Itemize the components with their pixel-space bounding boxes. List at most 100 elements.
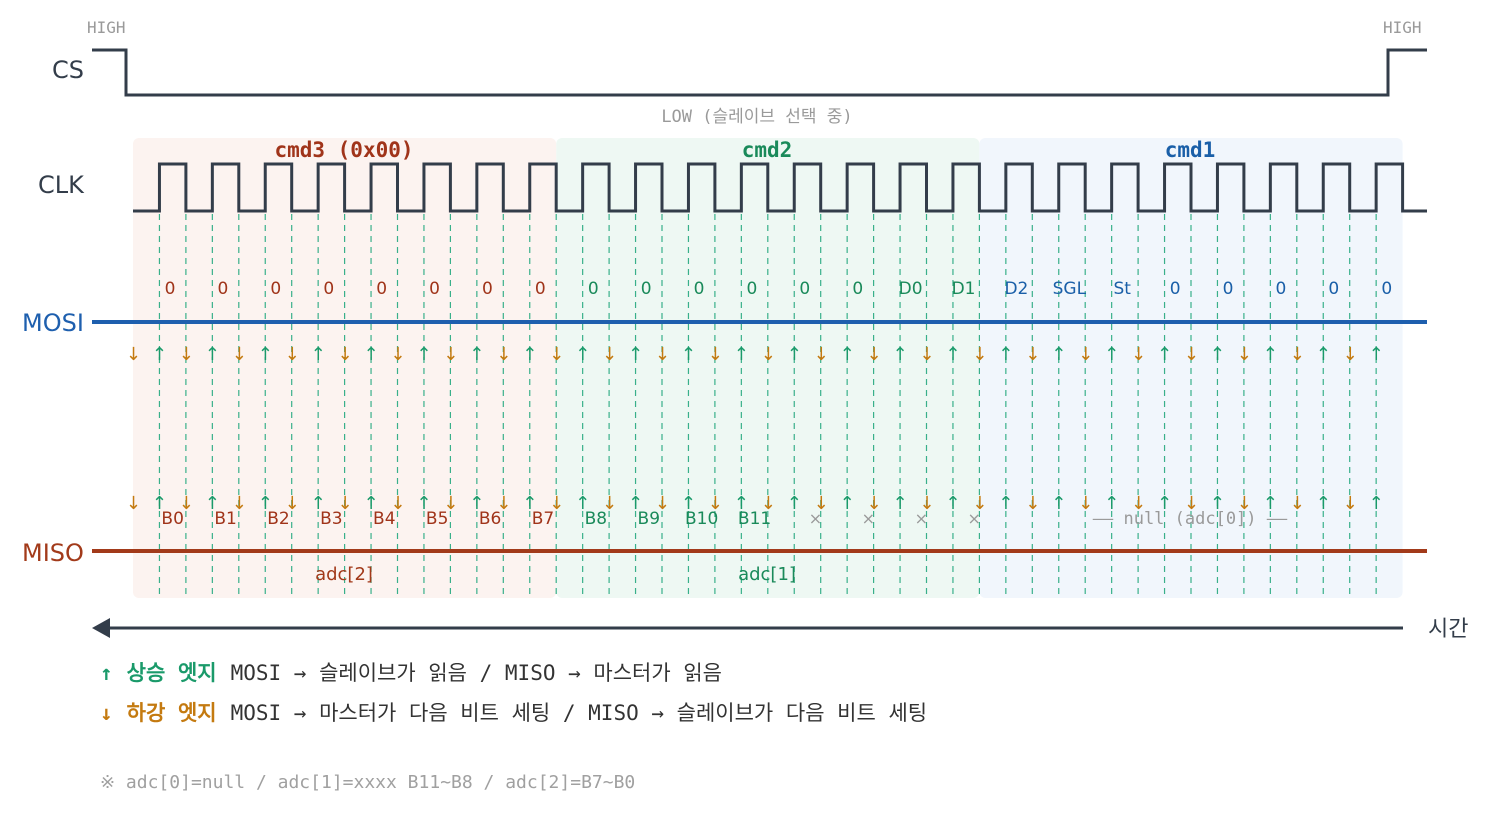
falling-arrow: ↓ xyxy=(443,493,458,514)
rising-arrow: ↑ xyxy=(945,493,960,514)
rising-edge-description: MOSI → 슬레이브가 읽음 / MISO → 마스터가 읽음 xyxy=(230,661,722,685)
falling-arrow-icon: ↓ xyxy=(100,701,113,725)
rising-arrow: ↑ xyxy=(152,344,167,365)
mosi-bit: 0 xyxy=(270,279,281,299)
falling-arrow: ↓ xyxy=(814,344,829,365)
falling-arrow: ↓ xyxy=(1025,493,1040,514)
rising-arrow: ↑ xyxy=(1263,493,1278,514)
rising-arrow: ↑ xyxy=(416,493,431,514)
miso-bit: × xyxy=(967,509,980,528)
falling-arrow: ↓ xyxy=(496,493,511,514)
mosi-bit: 0 xyxy=(641,279,652,299)
clk-label: CLK xyxy=(38,171,85,199)
falling-arrow: ↓ xyxy=(390,493,405,514)
rising-arrow: ↑ xyxy=(628,344,643,365)
mosi-bit: 0 xyxy=(323,279,334,299)
rising-arrow: ↑ xyxy=(734,493,749,514)
falling-arrow: ↓ xyxy=(919,493,934,514)
rising-arrow: ↑ xyxy=(205,344,220,365)
mosi-bit: St xyxy=(1113,279,1131,299)
rising-arrow: ↑ xyxy=(787,344,802,365)
rising-arrow: ↑ xyxy=(311,344,326,365)
rising-arrow: ↑ xyxy=(681,493,696,514)
mosi-bit: 0 xyxy=(588,279,599,299)
mosi-label: MOSI xyxy=(22,309,84,337)
falling-arrow: ↓ xyxy=(1343,344,1358,365)
rising-arrow: ↑ xyxy=(1051,493,1066,514)
falling-arrow: ↓ xyxy=(126,493,141,514)
miso-bit: × xyxy=(915,509,928,528)
falling-arrow: ↓ xyxy=(1343,493,1358,514)
mosi-bit: 0 xyxy=(799,279,810,299)
segment-title-cmd3: cmd3 (0x00) xyxy=(274,138,413,162)
rising-arrow: ↑ xyxy=(681,344,696,365)
falling-edge-title: 하강 엣지 xyxy=(126,701,217,725)
legend-falling-edge: ↓ 하강 엣지 MOSI → 마스터가 다음 비트 세팅 / MISO → 슬레이브… xyxy=(100,697,927,727)
rising-arrow: ↑ xyxy=(258,493,273,514)
rising-arrow: ↑ xyxy=(1104,344,1119,365)
miso-bit: × xyxy=(809,509,822,528)
falling-arrow: ↓ xyxy=(814,493,829,514)
falling-arrow: ↓ xyxy=(1237,344,1252,365)
falling-arrow: ↓ xyxy=(1078,344,1093,365)
rising-arrow: ↑ xyxy=(1104,493,1119,514)
miso-label: MISO xyxy=(22,539,84,567)
falling-arrow: ↓ xyxy=(1131,493,1146,514)
falling-arrow: ↓ xyxy=(285,344,300,365)
rising-arrow: ↑ xyxy=(840,344,855,365)
mosi-bit: 0 xyxy=(852,279,863,299)
rising-arrow: ↑ xyxy=(258,344,273,365)
rising-arrow: ↑ xyxy=(1263,344,1278,365)
mosi-bit: 0 xyxy=(747,279,758,299)
mosi-bit: 0 xyxy=(1223,279,1234,299)
rising-arrow: ↑ xyxy=(1316,493,1331,514)
rising-arrow: ↑ xyxy=(1157,493,1172,514)
falling-arrow: ↓ xyxy=(708,344,723,365)
mosi-bit: 0 xyxy=(694,279,705,299)
miso-bit: B0 xyxy=(161,509,183,529)
rising-arrow: ↑ xyxy=(734,344,749,365)
rising-arrow: ↑ xyxy=(152,493,167,514)
rising-arrow: ↑ xyxy=(575,493,590,514)
falling-arrow: ↓ xyxy=(126,344,141,365)
segment-title-cmd1: cmd1 xyxy=(1165,138,1216,162)
falling-arrow: ↓ xyxy=(867,344,882,365)
mosi-bit: 0 xyxy=(429,279,440,299)
rising-arrow: ↑ xyxy=(1210,344,1225,365)
miso-bit: B5 xyxy=(426,509,448,529)
rising-arrow: ↑ xyxy=(522,493,537,514)
falling-arrow: ↓ xyxy=(232,344,247,365)
miso-bit: B4 xyxy=(373,509,395,529)
falling-arrow: ↓ xyxy=(338,493,353,514)
falling-arrow: ↓ xyxy=(549,493,564,514)
falling-arrow: ↓ xyxy=(1131,344,1146,365)
rising-arrow: ↑ xyxy=(787,493,802,514)
mosi-bit: SGL xyxy=(1053,279,1087,299)
cs-high-right-label: HIGH xyxy=(1383,18,1422,37)
falling-arrow: ↓ xyxy=(919,344,934,365)
falling-arrow: ↓ xyxy=(1184,493,1199,514)
miso-segment-label-adc2: adc[2] xyxy=(315,564,373,585)
mosi-bit: 0 xyxy=(1276,279,1287,299)
mosi-bit: 0 xyxy=(1170,279,1181,299)
falling-arrow: ↓ xyxy=(443,344,458,365)
miso-bit: B3 xyxy=(320,509,342,529)
falling-arrow: ↓ xyxy=(549,344,564,365)
rising-arrow: ↑ xyxy=(364,344,379,365)
miso-bit: B10 xyxy=(685,509,718,529)
segment-title-cmd2: cmd2 xyxy=(742,138,793,162)
footnote: ※ adc[0]=null / adc[1]=xxxx B11~B8 / adc… xyxy=(100,772,636,793)
rising-arrow: ↑ xyxy=(893,344,908,365)
falling-arrow: ↓ xyxy=(972,493,987,514)
cs-label: CS xyxy=(52,56,84,84)
mosi-bit: D0 xyxy=(899,279,923,299)
rising-arrow: ↑ xyxy=(840,493,855,514)
falling-arrow: ↓ xyxy=(179,344,194,365)
miso-bit: B1 xyxy=(214,509,236,529)
falling-arrow: ↓ xyxy=(496,344,511,365)
falling-arrow: ↓ xyxy=(1078,493,1093,514)
mosi-bit: D2 xyxy=(1004,279,1028,299)
miso-bit: B9 xyxy=(638,509,660,529)
mosi-bit: D1 xyxy=(952,279,976,299)
